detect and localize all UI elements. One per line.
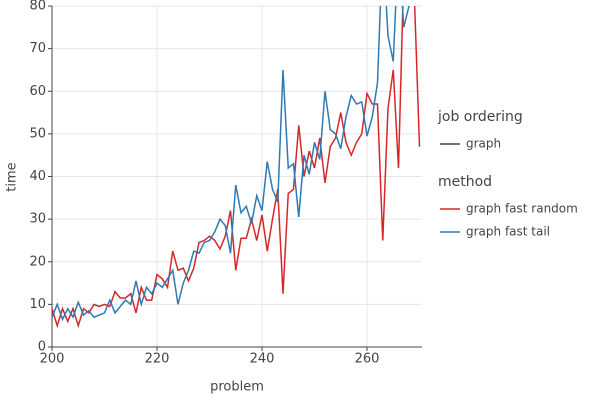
legend-label: graph fast tail — [466, 225, 550, 239]
y-tick-label: 0 — [38, 340, 46, 355]
y-axis-label: time — [5, 162, 20, 191]
legend-title: method — [438, 174, 492, 190]
line — [52, 6, 410, 322]
plot-area — [52, 6, 421, 329]
legend-label: graph — [466, 137, 501, 151]
y-tick-label: 40 — [29, 169, 46, 184]
x-tick-label: 240 — [250, 352, 275, 367]
x-tick-label: 260 — [355, 352, 380, 367]
y-tick-label: 70 — [29, 41, 46, 56]
y-tick-label: 50 — [29, 126, 46, 141]
x-tick-label: 200 — [40, 352, 65, 367]
x-axis-label: problem — [210, 380, 264, 395]
y-tick-label: 30 — [29, 212, 46, 227]
line — [52, 6, 421, 329]
legend-label: graph fast random — [466, 202, 578, 216]
x-tick-label: 220 — [145, 352, 170, 367]
y-tick-label: 10 — [29, 297, 46, 312]
y-tick-label: 80 — [29, 0, 46, 14]
y-tick-label: 60 — [29, 84, 46, 99]
legend-title: job ordering — [437, 109, 523, 125]
y-tick-label: 20 — [29, 254, 46, 269]
